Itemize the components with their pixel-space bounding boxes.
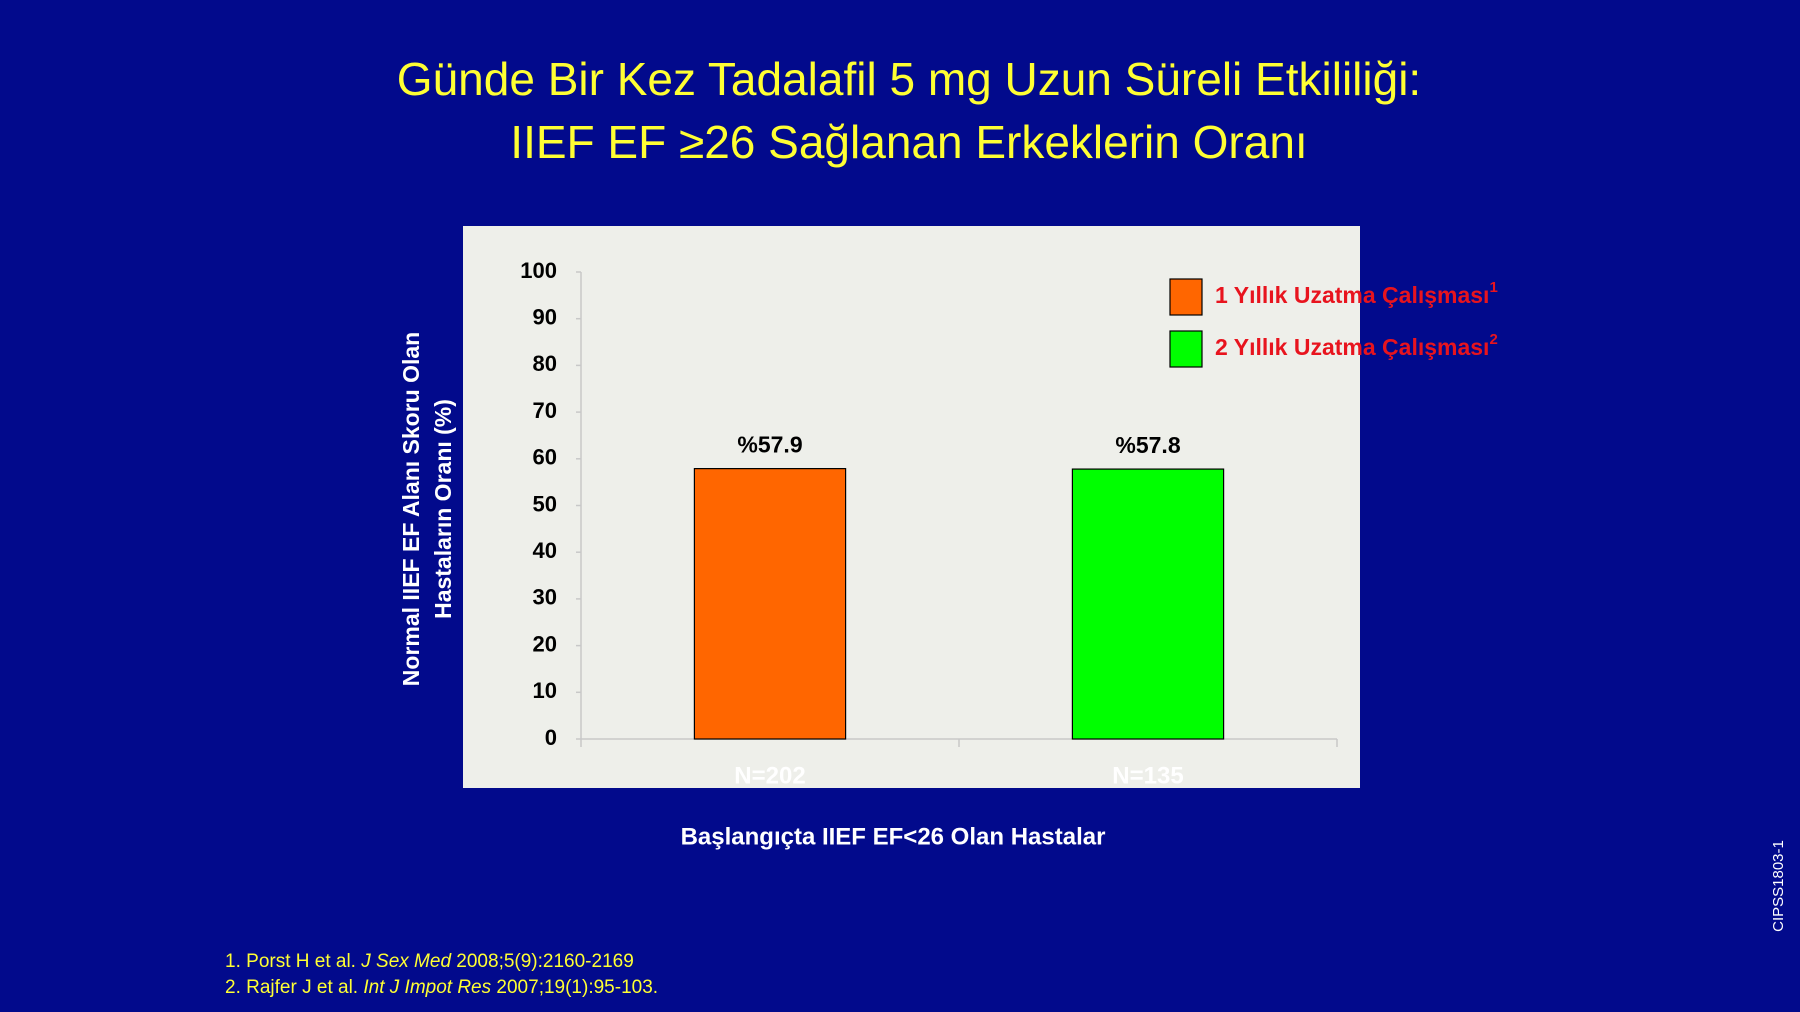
bar bbox=[693, 468, 847, 740]
ref-authors: Porst H et al. bbox=[246, 951, 356, 972]
y-tick-label: 20 bbox=[533, 631, 557, 656]
reference: 1. Porst H et al. J Sex Med 2008;5(9):21… bbox=[225, 951, 634, 972]
y-tick-label: 40 bbox=[533, 538, 557, 563]
legend-footnote: 2 bbox=[1489, 331, 1497, 348]
y-axis-label: Hastaların Oranı (%) bbox=[430, 399, 456, 619]
y-tick-label: 0 bbox=[545, 725, 557, 750]
legend-name: 2 Yıllık Uzatma Çalışması bbox=[1215, 334, 1489, 360]
ref-details: 2007;19(1):95-103. bbox=[496, 977, 658, 998]
title-line: Günde Bir Kez Tadalafil 5 mg Uzun Süreli… bbox=[397, 53, 1421, 105]
x-tick-label: N=202 bbox=[734, 762, 805, 789]
y-axis-label: Normal IIEF EF Alanı Skoru Olan bbox=[398, 332, 424, 686]
y-label-group: Normal IIEF EF Alanı Skoru Olan Hastalar… bbox=[398, 332, 456, 686]
legend-name: 1 Yıllık Uzatma Çalışması bbox=[1215, 282, 1489, 308]
slide-code: CIPSS1803-1 bbox=[1770, 840, 1787, 932]
y-tick-label: 50 bbox=[533, 491, 557, 516]
value-label: %57.9 bbox=[737, 432, 802, 458]
reference: 2. Rajfer J et al. Int J Impot Res 2007;… bbox=[225, 977, 658, 998]
legend-label: 2 Yıllık Uzatma Çalışması2 bbox=[1215, 331, 1498, 360]
y-tick-label: 30 bbox=[533, 585, 557, 610]
y-tick-label: 70 bbox=[533, 398, 557, 423]
ref-journal: Int J Impot Res bbox=[363, 977, 491, 998]
y-tick-label: 10 bbox=[533, 678, 557, 703]
ref-authors: Rajfer J et al. bbox=[246, 977, 358, 998]
x-tick-label: N=135 bbox=[1112, 762, 1183, 789]
y-tick-label: 90 bbox=[533, 305, 557, 330]
title-line: IIEF EF ≥26 Sağlanan Erkeklerin Oranı bbox=[510, 116, 1307, 168]
y-tick-label: 60 bbox=[533, 445, 557, 470]
legend-label: 1 Yıllık Uzatma Çalışması1 bbox=[1215, 279, 1498, 308]
plot-panel bbox=[463, 226, 1360, 788]
legend-footnote: 1 bbox=[1489, 279, 1497, 296]
y-tick-label: 80 bbox=[533, 351, 557, 376]
ref-details: 2008;5(9):2160-2169 bbox=[456, 951, 633, 972]
ref-journal: J Sex Med bbox=[360, 951, 452, 972]
x-axis-label: Başlangıçta IIEF EF<26 Olan Hastalar bbox=[681, 823, 1106, 850]
y-tick-label: 100 bbox=[520, 258, 557, 283]
ref-number: 2. bbox=[225, 977, 241, 998]
ref-number: 1. bbox=[225, 951, 241, 972]
legend-swatch bbox=[1169, 330, 1203, 368]
legend-swatch bbox=[1169, 278, 1203, 316]
value-label: %57.8 bbox=[1115, 432, 1180, 458]
bar bbox=[1071, 468, 1225, 740]
